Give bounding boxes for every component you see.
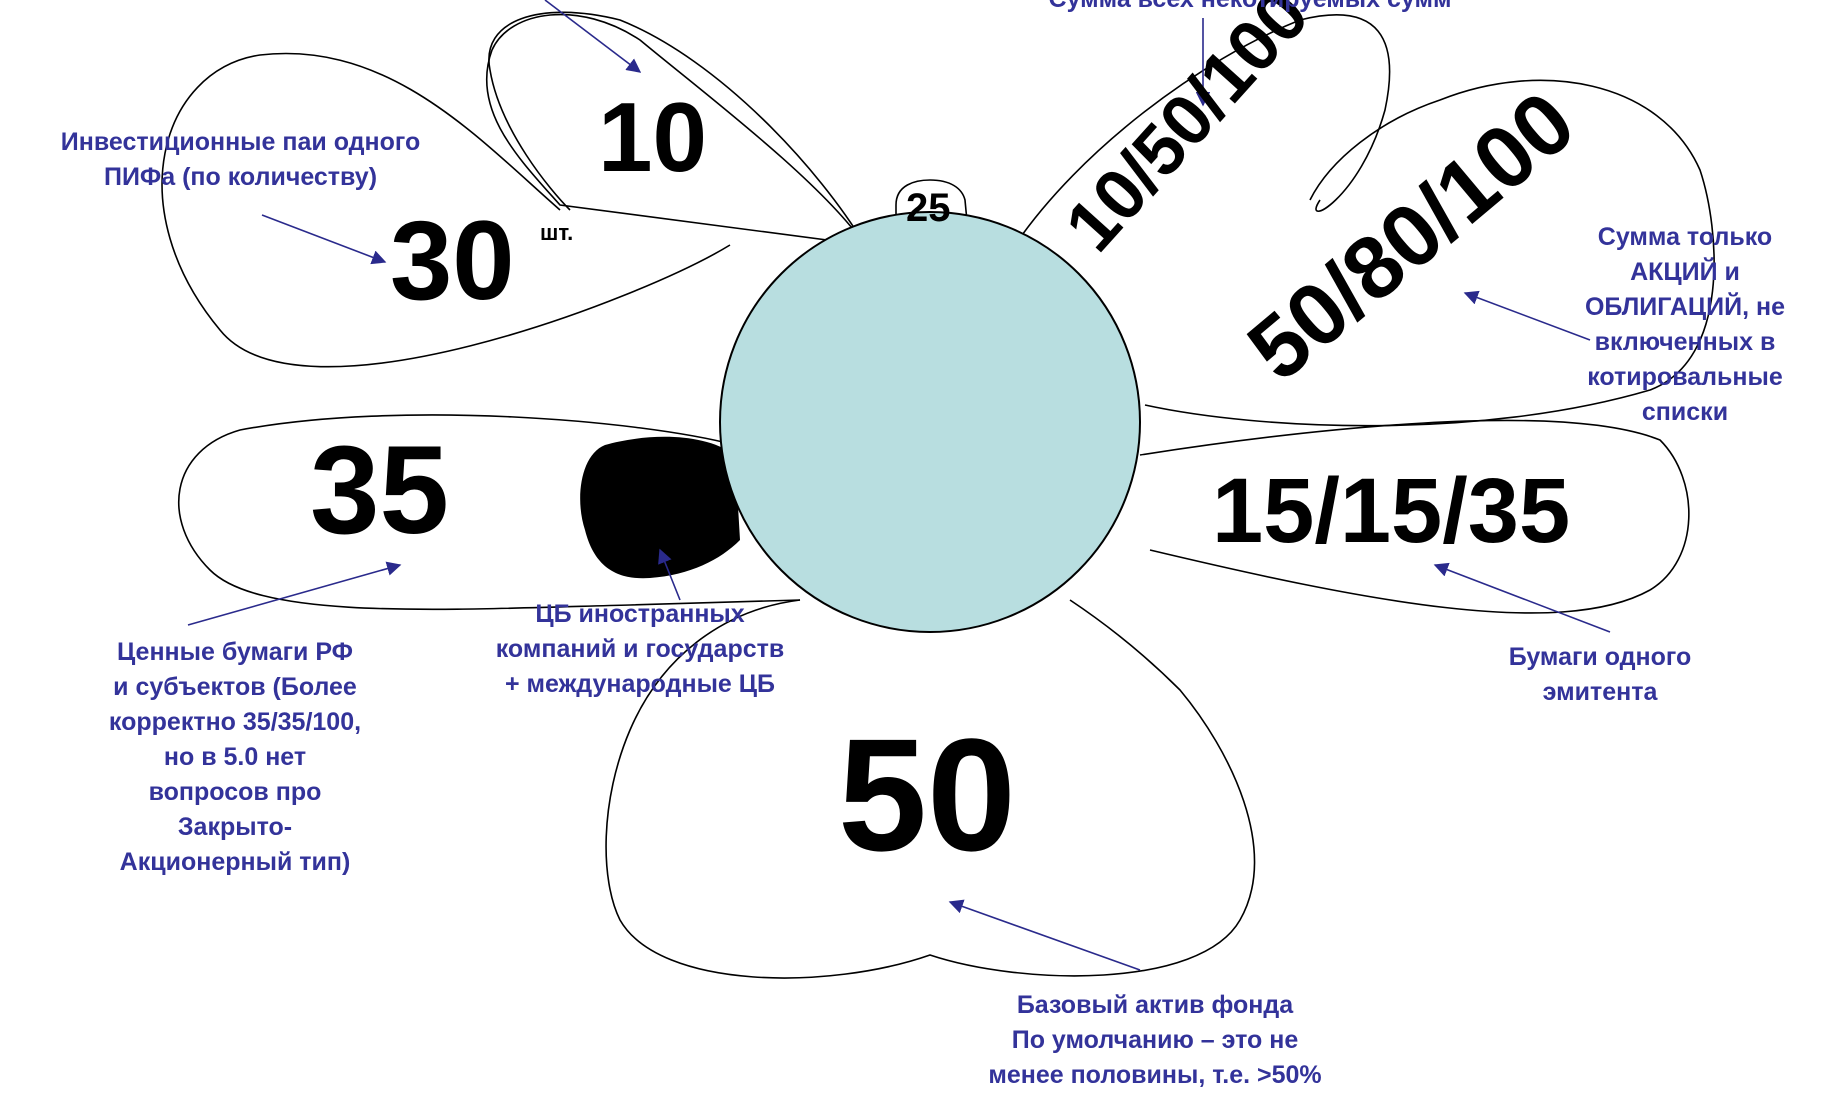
label-foreign-line: + международные ЦБ [504, 670, 776, 698]
label-rf-line: вопросов про [148, 778, 322, 806]
petal-top-left-10-lobe [488, 11, 866, 246]
label-foreign: ЦБ иностранных компаний и государств + м… [440, 597, 840, 702]
label-shares-bonds-line: ОБЛИГАЦИЙ, не [1584, 293, 1786, 321]
label-rf-line: Ценные бумаги РФ [116, 638, 354, 666]
petal-unit-pcs: шт. [540, 220, 574, 245]
label-rf-line: Акционерный тип) [119, 848, 351, 876]
petal-top-left-30 [161, 52, 731, 368]
arrow-rf-securities [187, 561, 402, 626]
label-shares-bonds-line: включенных в [1594, 328, 1776, 356]
label-foreign-line: компаний и государств [495, 635, 785, 663]
arrow-base-asset [948, 899, 1141, 971]
label-shares-bonds-line: Сумма только [1597, 223, 1773, 251]
petal-number-10: 10 [598, 82, 708, 192]
label-pif: Инвестиционные паи одного ПИФа (по колич… [8, 125, 473, 195]
label-rf-line: Закрыто- [177, 813, 293, 841]
label-pif-line-2: ПИФа (по количеству) [103, 163, 378, 191]
arrow-foreign [658, 548, 681, 601]
label-issuer-line: Бумаги одного [1508, 643, 1692, 671]
petal-top-left-10 [485, 13, 867, 247]
label-base-line: По умолчанию – это не [1011, 1026, 1299, 1054]
label-pif-line-1: Инвестиционные паи одного [60, 128, 421, 156]
petal-number-30: 30 [390, 198, 515, 323]
label-issuer-line: эмитента [1542, 678, 1658, 706]
label-base-asset: Базовый актив фонда По умолчанию – это н… [930, 988, 1380, 1093]
petal-number-25: 25 [906, 186, 951, 230]
foreign-securities-blob [580, 436, 740, 579]
label-top-cut: Сумма всех некотируемых сумм [1000, 0, 1500, 17]
petal-number-50: 50 [838, 705, 1016, 884]
arrow-issuer [1433, 562, 1611, 633]
petal-number-35: 35 [310, 421, 450, 560]
label-shares-bonds-line: списки [1641, 398, 1729, 426]
label-base-line: Базовый актив фонда [1016, 991, 1294, 1019]
petal-right [1139, 419, 1690, 614]
label-issuer: Бумаги одного эмитента [1450, 640, 1750, 710]
label-shares-bonds: Сумма только АКЦИЙ и ОБЛИГАЦИЙ, не включ… [1540, 220, 1830, 430]
label-shares-bonds-line: котировальные [1587, 363, 1783, 391]
label-rf-securities: Ценные бумаги РФ и субъектов (Более корр… [60, 635, 410, 880]
petal-bottom [605, 599, 1256, 979]
arrow-pif [261, 214, 387, 265]
label-rf-line: корректно 35/35/100, [108, 708, 362, 736]
petal-left [178, 414, 801, 611]
label-rf-line: и субъектов (Более [113, 673, 357, 701]
label-rf-line: но в 5.0 нет [163, 743, 307, 771]
label-base-line: менее половины, т.е. >50% [988, 1061, 1322, 1089]
petal-number-15-15-35: 15/15/35 [1212, 460, 1571, 562]
arrow-shares-bonds [1463, 290, 1591, 341]
arrow-top-left [544, 0, 642, 73]
petal-top-right [1014, 14, 1391, 246]
label-foreign-line: ЦБ иностранных [535, 600, 745, 628]
center-circle [719, 211, 1141, 633]
label-shares-bonds-line: АКЦИЙ и [1630, 258, 1740, 286]
